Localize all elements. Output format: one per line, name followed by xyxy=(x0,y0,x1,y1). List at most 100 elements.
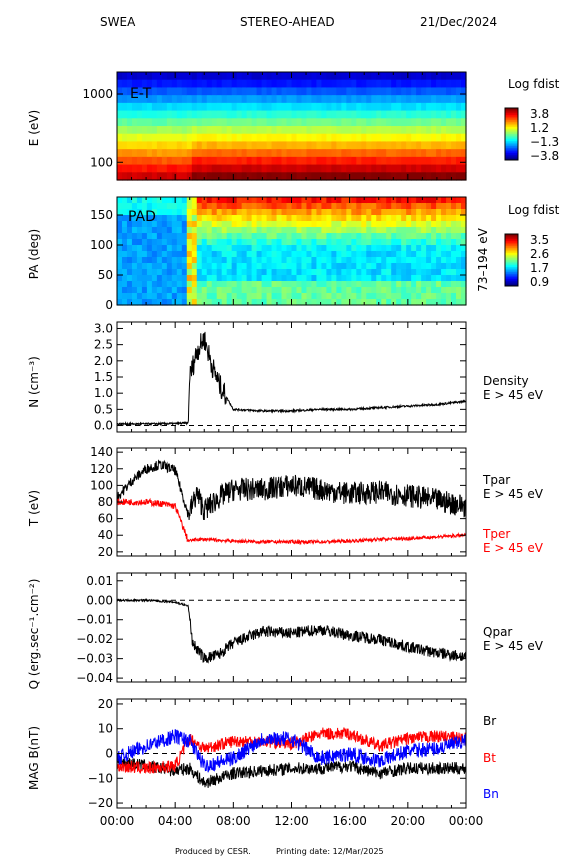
pad-cell xyxy=(226,209,233,216)
et-cell xyxy=(141,141,148,150)
pad-cell xyxy=(191,203,198,210)
et-cell xyxy=(451,118,457,127)
pad-cell xyxy=(146,269,153,276)
y-tick-label: 60 xyxy=(98,512,113,526)
pad-cell xyxy=(236,275,243,282)
et-cell xyxy=(181,149,188,158)
pad-cell xyxy=(446,287,452,294)
pad-cell xyxy=(117,245,123,252)
pad-cell xyxy=(401,245,407,252)
et-cell xyxy=(326,102,332,112)
et-cell xyxy=(146,102,153,112)
pad-cell xyxy=(241,257,248,264)
pad-cell xyxy=(346,257,352,264)
pad-cell xyxy=(391,221,397,228)
pad-cell xyxy=(171,293,178,300)
pad-cell xyxy=(441,221,447,228)
et-cell xyxy=(456,72,462,81)
pad-cell xyxy=(366,287,372,294)
et-cell xyxy=(176,79,183,89)
et-cell xyxy=(221,141,228,150)
et-cell xyxy=(186,110,193,119)
pad-cell xyxy=(141,293,148,300)
et-cell xyxy=(426,172,432,181)
pad-cell xyxy=(201,263,208,270)
pad-cell xyxy=(391,299,397,306)
pad-cell xyxy=(391,239,397,246)
et-cell xyxy=(196,110,203,119)
pad-cell xyxy=(121,215,128,222)
et-cell xyxy=(161,87,168,96)
pad-cell xyxy=(226,263,233,270)
et-cell xyxy=(256,141,263,150)
pad-cell xyxy=(416,239,422,246)
pad-cell xyxy=(366,251,372,258)
pad-cell xyxy=(456,209,462,216)
pad-cell xyxy=(126,197,133,204)
et-cell xyxy=(171,79,178,89)
et-colorbar-segment xyxy=(505,156,518,159)
et-cell xyxy=(171,118,178,127)
pad-cell xyxy=(156,269,163,276)
pad-cell xyxy=(126,209,133,216)
et-cell xyxy=(176,102,183,112)
pad-cell xyxy=(436,233,442,240)
pad-cell xyxy=(456,299,462,306)
pad-cell xyxy=(346,263,352,270)
et-cell xyxy=(331,110,337,119)
pad-cell xyxy=(336,251,342,258)
et-cell xyxy=(226,133,233,143)
pad-cell xyxy=(386,269,392,276)
pad-cell xyxy=(451,233,457,240)
pad-cell xyxy=(411,215,417,222)
pad-cell xyxy=(121,245,128,252)
et-cell xyxy=(136,164,143,173)
et-cell xyxy=(446,126,452,135)
pad-cell xyxy=(426,275,432,282)
pad-cell xyxy=(326,227,332,234)
et-cell xyxy=(146,141,153,150)
pad-cell xyxy=(136,197,143,204)
et-cell xyxy=(401,79,407,89)
et-cell xyxy=(331,72,337,81)
pad-cell xyxy=(241,233,248,240)
et-cell xyxy=(256,126,263,135)
et-cell xyxy=(216,172,223,181)
mag-ylabel: MAG B(nT) xyxy=(27,726,41,790)
et-cell xyxy=(131,164,138,173)
pad-cell xyxy=(181,299,188,306)
pad-cell xyxy=(136,221,143,228)
et-cell xyxy=(401,149,407,158)
et-cell xyxy=(356,87,362,96)
et-cell xyxy=(266,118,273,127)
pad-cell xyxy=(286,293,293,300)
et-cell xyxy=(271,95,278,104)
et-cell xyxy=(436,149,442,158)
et-cell xyxy=(396,126,402,135)
pad-cell xyxy=(166,251,173,258)
pad-cell xyxy=(416,263,422,270)
et-colorbar-segment xyxy=(505,154,518,158)
et-cell xyxy=(371,172,377,181)
pad-cell xyxy=(241,269,248,276)
pad-cell xyxy=(166,215,173,222)
pad-cell xyxy=(346,221,352,228)
pad-cell xyxy=(226,269,233,276)
et-cell xyxy=(176,87,183,96)
pad-cell xyxy=(416,197,422,204)
pad-cell xyxy=(221,275,228,282)
et-cell xyxy=(181,102,188,112)
footer-printing: Printing date: 12/Mar/2025 xyxy=(276,847,384,856)
et-cell xyxy=(236,79,243,89)
pad-cell xyxy=(241,299,248,306)
pad-cell xyxy=(361,239,367,246)
pad-cell xyxy=(276,203,283,210)
et-cell xyxy=(406,118,412,127)
pad-cell xyxy=(306,209,313,216)
pad-cell xyxy=(326,275,332,282)
pad-cell xyxy=(311,233,318,240)
header-spacecraft: STEREO-AHEAD xyxy=(240,15,335,29)
et-cell xyxy=(126,156,133,166)
pad-cell xyxy=(361,281,367,288)
pad-cell xyxy=(351,281,357,288)
